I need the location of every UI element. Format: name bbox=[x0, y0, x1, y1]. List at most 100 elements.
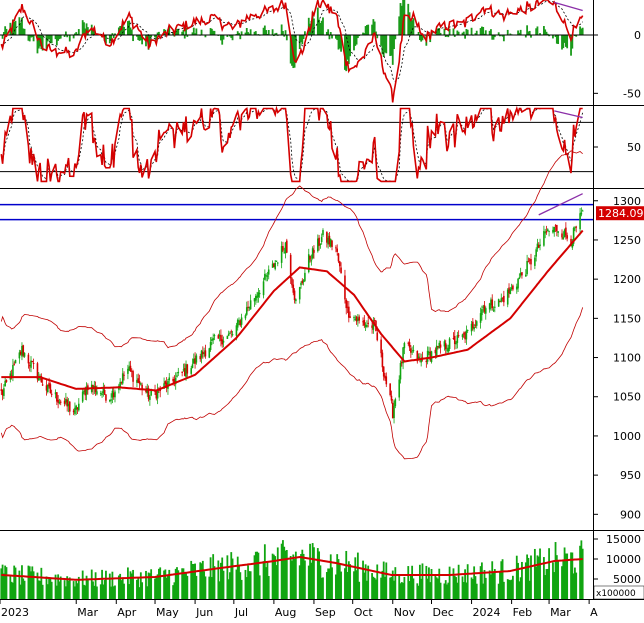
volume-bar bbox=[294, 551, 297, 599]
volume-bar bbox=[200, 563, 203, 599]
volume-bar bbox=[257, 552, 260, 599]
volume-bar bbox=[154, 578, 156, 599]
macd-histogram-bar bbox=[265, 30, 268, 35]
macd-histogram-bar bbox=[328, 35, 331, 40]
macd-histogram-bar bbox=[263, 25, 266, 35]
volume-bar bbox=[120, 580, 123, 599]
volume-bar bbox=[484, 577, 487, 599]
macd-histogram-bar bbox=[74, 33, 76, 35]
volume-bar bbox=[530, 555, 532, 599]
volume-bar bbox=[338, 563, 341, 599]
volume-bar bbox=[391, 570, 394, 599]
volume-bar bbox=[385, 562, 388, 599]
candle-body bbox=[385, 376, 388, 385]
volume-bar bbox=[117, 575, 120, 599]
volume-bar bbox=[367, 565, 370, 599]
volume-bar bbox=[194, 563, 196, 599]
candle-body bbox=[536, 243, 539, 249]
price-y-tick-label: 900 bbox=[620, 508, 641, 521]
volume-bar bbox=[362, 560, 364, 599]
volume-bar bbox=[76, 583, 79, 599]
candle-body bbox=[226, 335, 229, 339]
x-tick-label: Feb bbox=[513, 606, 532, 619]
macd-histogram-bar bbox=[75, 32, 78, 35]
candle-body bbox=[364, 324, 367, 327]
volume-bar bbox=[337, 559, 340, 599]
macd-histogram-bar bbox=[182, 29, 185, 35]
volume-bar bbox=[443, 583, 446, 599]
macd-histogram-bar bbox=[544, 29, 547, 35]
macd-histogram-bar bbox=[530, 35, 532, 38]
macd-histogram-bar bbox=[465, 29, 468, 35]
volume-bar bbox=[470, 577, 473, 599]
macd-histogram-bar bbox=[294, 35, 297, 63]
volume-bar bbox=[291, 560, 293, 599]
macd-histogram-bar bbox=[562, 35, 565, 49]
candle-body bbox=[557, 231, 559, 233]
candle-body bbox=[448, 338, 451, 349]
candle-body bbox=[455, 342, 457, 345]
macd-histogram-bar bbox=[231, 35, 234, 41]
candle-body bbox=[132, 371, 134, 382]
candle-body bbox=[123, 374, 125, 376]
candle-body bbox=[499, 301, 501, 303]
macd-histogram-bar bbox=[176, 28, 178, 35]
volume-bar bbox=[353, 571, 355, 599]
volume-bar bbox=[502, 581, 505, 599]
candle-body bbox=[548, 230, 550, 232]
candle-body bbox=[264, 273, 266, 280]
volume-bar bbox=[249, 571, 252, 599]
macd-histogram-bar bbox=[293, 35, 296, 68]
macd-histogram-bar bbox=[399, 3, 402, 36]
macd-histogram-bar bbox=[461, 32, 464, 35]
volume-bar bbox=[230, 552, 233, 599]
volume-bar bbox=[75, 580, 78, 599]
bollinger-lower-band bbox=[0, 307, 584, 460]
candle-body bbox=[18, 352, 21, 359]
macd-histogram-bar bbox=[289, 35, 292, 64]
candle-body bbox=[336, 248, 338, 252]
candle-body bbox=[217, 335, 220, 339]
candle-body bbox=[293, 290, 296, 301]
volume-bar bbox=[444, 580, 447, 599]
volume-bar bbox=[546, 568, 549, 599]
macd-histogram-bar bbox=[183, 35, 186, 39]
macd-histogram-bar bbox=[438, 28, 441, 35]
volume-bar bbox=[18, 570, 21, 599]
candle-body bbox=[28, 365, 31, 367]
candle-body bbox=[239, 320, 242, 326]
volume-bar bbox=[55, 585, 58, 599]
price-y-tick-label: 1050 bbox=[613, 391, 641, 404]
macd-histogram-bar bbox=[313, 18, 315, 35]
macd-histogram-bar bbox=[557, 35, 560, 45]
volume-bar bbox=[528, 580, 531, 599]
macd-histogram bbox=[1, 0, 584, 72]
candle-body bbox=[13, 363, 16, 365]
candle-body bbox=[289, 254, 292, 279]
candle-body bbox=[506, 289, 509, 305]
macd-histogram-bar bbox=[555, 35, 558, 44]
candle-body bbox=[412, 349, 415, 352]
candle-body bbox=[381, 352, 384, 368]
macd-histogram-bar bbox=[318, 19, 321, 35]
volume-bar bbox=[128, 584, 131, 599]
candle-body bbox=[546, 229, 549, 232]
volume-bar bbox=[46, 584, 49, 599]
volume-bar bbox=[85, 575, 88, 599]
macd-histogram-bar bbox=[493, 35, 496, 38]
macd-histogram-bar bbox=[45, 35, 48, 49]
candle-body bbox=[48, 382, 50, 387]
volume-bar bbox=[581, 548, 584, 599]
volume-bar bbox=[455, 577, 457, 599]
candle-body bbox=[456, 335, 459, 343]
macd-histogram-bar bbox=[373, 21, 376, 35]
volume-bar bbox=[101, 569, 103, 599]
candle-body bbox=[168, 377, 171, 381]
volume-bar bbox=[526, 554, 529, 599]
macd-histogram-bar bbox=[247, 32, 249, 35]
volume-bar bbox=[430, 568, 433, 599]
macd-histogram-bar bbox=[28, 35, 31, 42]
volume-bar bbox=[471, 579, 474, 599]
volume-bar bbox=[490, 574, 492, 599]
volume-bar bbox=[67, 580, 70, 599]
